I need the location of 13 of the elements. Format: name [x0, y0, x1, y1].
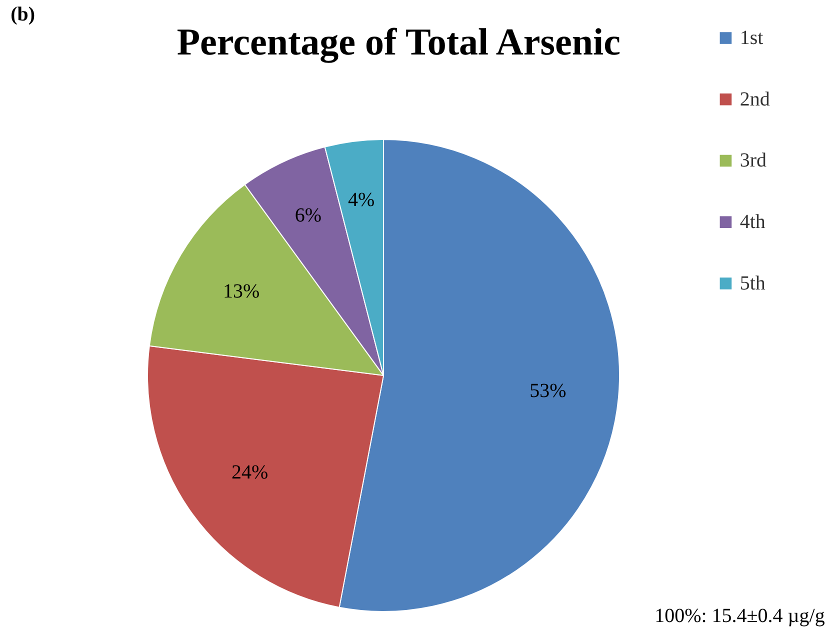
legend-label: 4th: [740, 211, 766, 234]
data-label: 6%: [294, 204, 322, 226]
data-label: 24%: [232, 462, 268, 484]
legend-label: 2nd: [740, 88, 770, 110]
data-label: 4%: [348, 188, 375, 211]
text: (b): [10, 3, 36, 26]
legend-label: 5th: [740, 272, 766, 294]
data-label: 13%: [223, 280, 260, 302]
text: 100%: 15.4±0.4 µg/g: [654, 605, 825, 628]
chart-title: Percentage of Total Arsenic: [176, 22, 620, 64]
legend-label: 3rd: [740, 150, 767, 172]
legend-label: 1st: [740, 27, 764, 50]
data-label: 53%: [530, 380, 566, 402]
